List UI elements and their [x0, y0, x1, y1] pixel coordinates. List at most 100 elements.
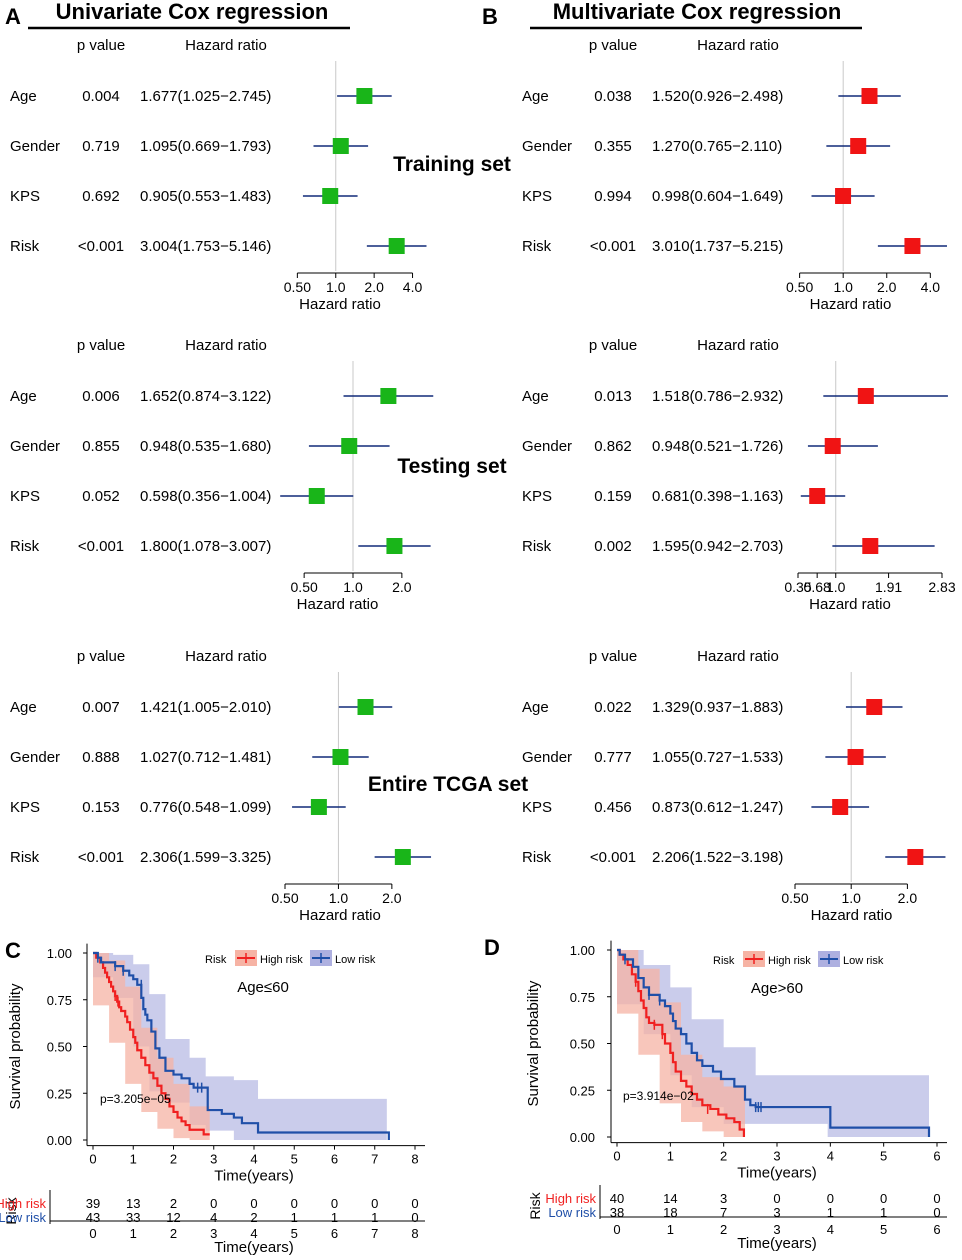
x-axis-title: Hazard ratio: [297, 596, 379, 613]
col-header-hazard-ratio: Hazard ratio: [185, 648, 267, 665]
col-header-p-value: p value: [589, 37, 637, 54]
forest-plot-a-training: p value Hazard ratio Age 0.004 1.677(1.025−2…: [10, 37, 427, 313]
x-tick-label: 0.50: [291, 579, 318, 595]
row-label-risk: Risk: [10, 849, 40, 866]
hr-point-kps: [809, 488, 826, 504]
hr-text-gender: 1.270(0.765−2.110): [652, 138, 782, 155]
hr-text-gender: 1.027(0.712−1.481): [140, 749, 271, 766]
row-label-age: Age: [10, 88, 37, 105]
row-label-age: Age: [10, 388, 37, 405]
hr-text-age: 1.520(0.926−2.498): [652, 88, 783, 105]
hr-point-risk: [388, 238, 405, 254]
hr-point-age: [380, 388, 397, 404]
row-label-gender: Gender: [10, 438, 60, 455]
risk-table-cell: 38: [610, 1205, 624, 1220]
row-label-gender: Gender: [522, 749, 572, 766]
x-tick-label: 8: [411, 1152, 418, 1167]
x-tick-label: 0.35: [784, 579, 811, 595]
row-label-age: Age: [522, 388, 549, 405]
hr-point-age: [861, 88, 878, 104]
y-axis-title: Survival probability: [525, 980, 542, 1106]
row-label-risk: Risk: [10, 538, 40, 555]
risk-table-tick: 1: [130, 1226, 137, 1241]
x-tick-label: 1.91: [875, 579, 902, 595]
row-label-kps: KPS: [522, 799, 552, 816]
subgroup-title: Age>60: [751, 980, 803, 997]
hr-text-risk: 1.595(0.942−2.703): [652, 538, 783, 555]
p-value-gender: 0.355: [594, 138, 632, 155]
legend-entry-high-risk: High risk: [260, 954, 303, 966]
risk-table-cell: 0: [291, 1196, 298, 1211]
title-multivariate: Multivariate Cox regression: [553, 0, 842, 24]
risk-table-cell: 0: [773, 1191, 780, 1206]
risk-table-label-low-risk: Low risk: [0, 1210, 46, 1225]
hr-point-risk: [907, 849, 924, 865]
risk-table-cell: 1: [331, 1210, 338, 1225]
hr-point-gender: [332, 138, 349, 154]
risk-table-cell: 1: [880, 1205, 887, 1220]
survival-curve-high-risk: [617, 948, 746, 1137]
legend: Risk High risk Low risk: [205, 950, 376, 966]
x-axis-title: Hazard ratio: [299, 907, 381, 924]
p-value-gender: 0.888: [82, 749, 120, 766]
forest-plot-b-training: p value Hazard ratio Age 0.038 1.520(0.926−2…: [522, 37, 947, 313]
x-tick-label: 1.0: [841, 890, 861, 906]
x-tick-label: 1.0: [343, 579, 363, 595]
hr-point-risk: [386, 538, 403, 554]
risk-table-cell: 3: [773, 1205, 780, 1220]
x-tick-label: 2.0: [382, 890, 402, 906]
hr-text-risk: 2.206(1.522−3.198): [652, 849, 783, 866]
y-tick-label: 0.50: [47, 1040, 72, 1055]
row-label-risk: Risk: [522, 238, 552, 255]
p-value-annotation: p=3.205e−05: [100, 1092, 171, 1106]
x-tick-label: 2.0: [898, 890, 918, 906]
hr-point-age: [356, 88, 373, 104]
risk-table-cell: 2: [170, 1196, 177, 1211]
risk-table-tick: 0: [89, 1226, 96, 1241]
col-header-p-value: p value: [77, 337, 125, 354]
subgroup-title: Age≤60: [237, 979, 289, 996]
legend: Risk High risk Low risk: [713, 951, 884, 967]
y-tick-label: 0.75: [570, 990, 595, 1005]
forest-plot-a-entire: p value Hazard ratio Age 0.007 1.421(1.005−2…: [10, 648, 432, 924]
hr-text-gender: 1.095(0.669−1.793): [140, 138, 271, 155]
hr-text-risk: 1.800(1.078−3.007): [140, 538, 271, 555]
x-tick-label: 0.68: [804, 579, 831, 595]
x-axis-title: Hazard ratio: [809, 596, 891, 613]
survival-curve-high-risk: [93, 951, 210, 1136]
hr-point-risk: [862, 538, 879, 554]
risk-table-cell: 40: [610, 1191, 624, 1206]
risk-table-cell: 0: [827, 1191, 834, 1206]
risk-table-label-high-risk: High risk: [0, 1196, 46, 1211]
risk-table-tick: 0: [613, 1222, 620, 1237]
risk-table-tick: 6: [331, 1226, 338, 1241]
p-value-gender: 0.862: [594, 438, 632, 455]
x-tick-label: 4: [250, 1152, 257, 1167]
survival-curve-low-risk: [617, 948, 931, 1137]
risk-table-cell: 12: [166, 1210, 180, 1225]
col-header-p-value: p value: [589, 337, 637, 354]
legend-title: Risk: [205, 954, 227, 966]
p-value-age: 0.038: [594, 88, 632, 105]
risk-table-cell: 1: [291, 1210, 298, 1225]
p-value-age: 0.013: [594, 388, 632, 405]
p-value-risk: <0.001: [78, 538, 124, 555]
risk-table-cell: 1: [827, 1205, 834, 1220]
col-header-hazard-ratio: Hazard ratio: [185, 337, 267, 354]
row-label-risk: Risk: [10, 238, 40, 255]
x-tick-label: 4.0: [921, 279, 941, 295]
panel-label-c: C: [5, 938, 21, 963]
risk-table-cell: 0: [411, 1210, 418, 1225]
x-tick-label: 0.50: [271, 890, 298, 906]
p-value-risk: <0.001: [78, 849, 124, 866]
hr-text-gender: 1.055(0.727−1.533): [652, 749, 783, 766]
x-tick-label: 3: [773, 1149, 780, 1164]
risk-table-tick: 3: [210, 1226, 217, 1241]
y-tick-label: 0.50: [570, 1037, 595, 1052]
hr-text-age: 1.677(1.025−2.745): [140, 88, 271, 105]
risk-table-cell: 4: [210, 1210, 217, 1225]
y-tick-label: 0.25: [47, 1086, 72, 1101]
risk-table-label-high-risk: High risk: [545, 1191, 596, 1206]
